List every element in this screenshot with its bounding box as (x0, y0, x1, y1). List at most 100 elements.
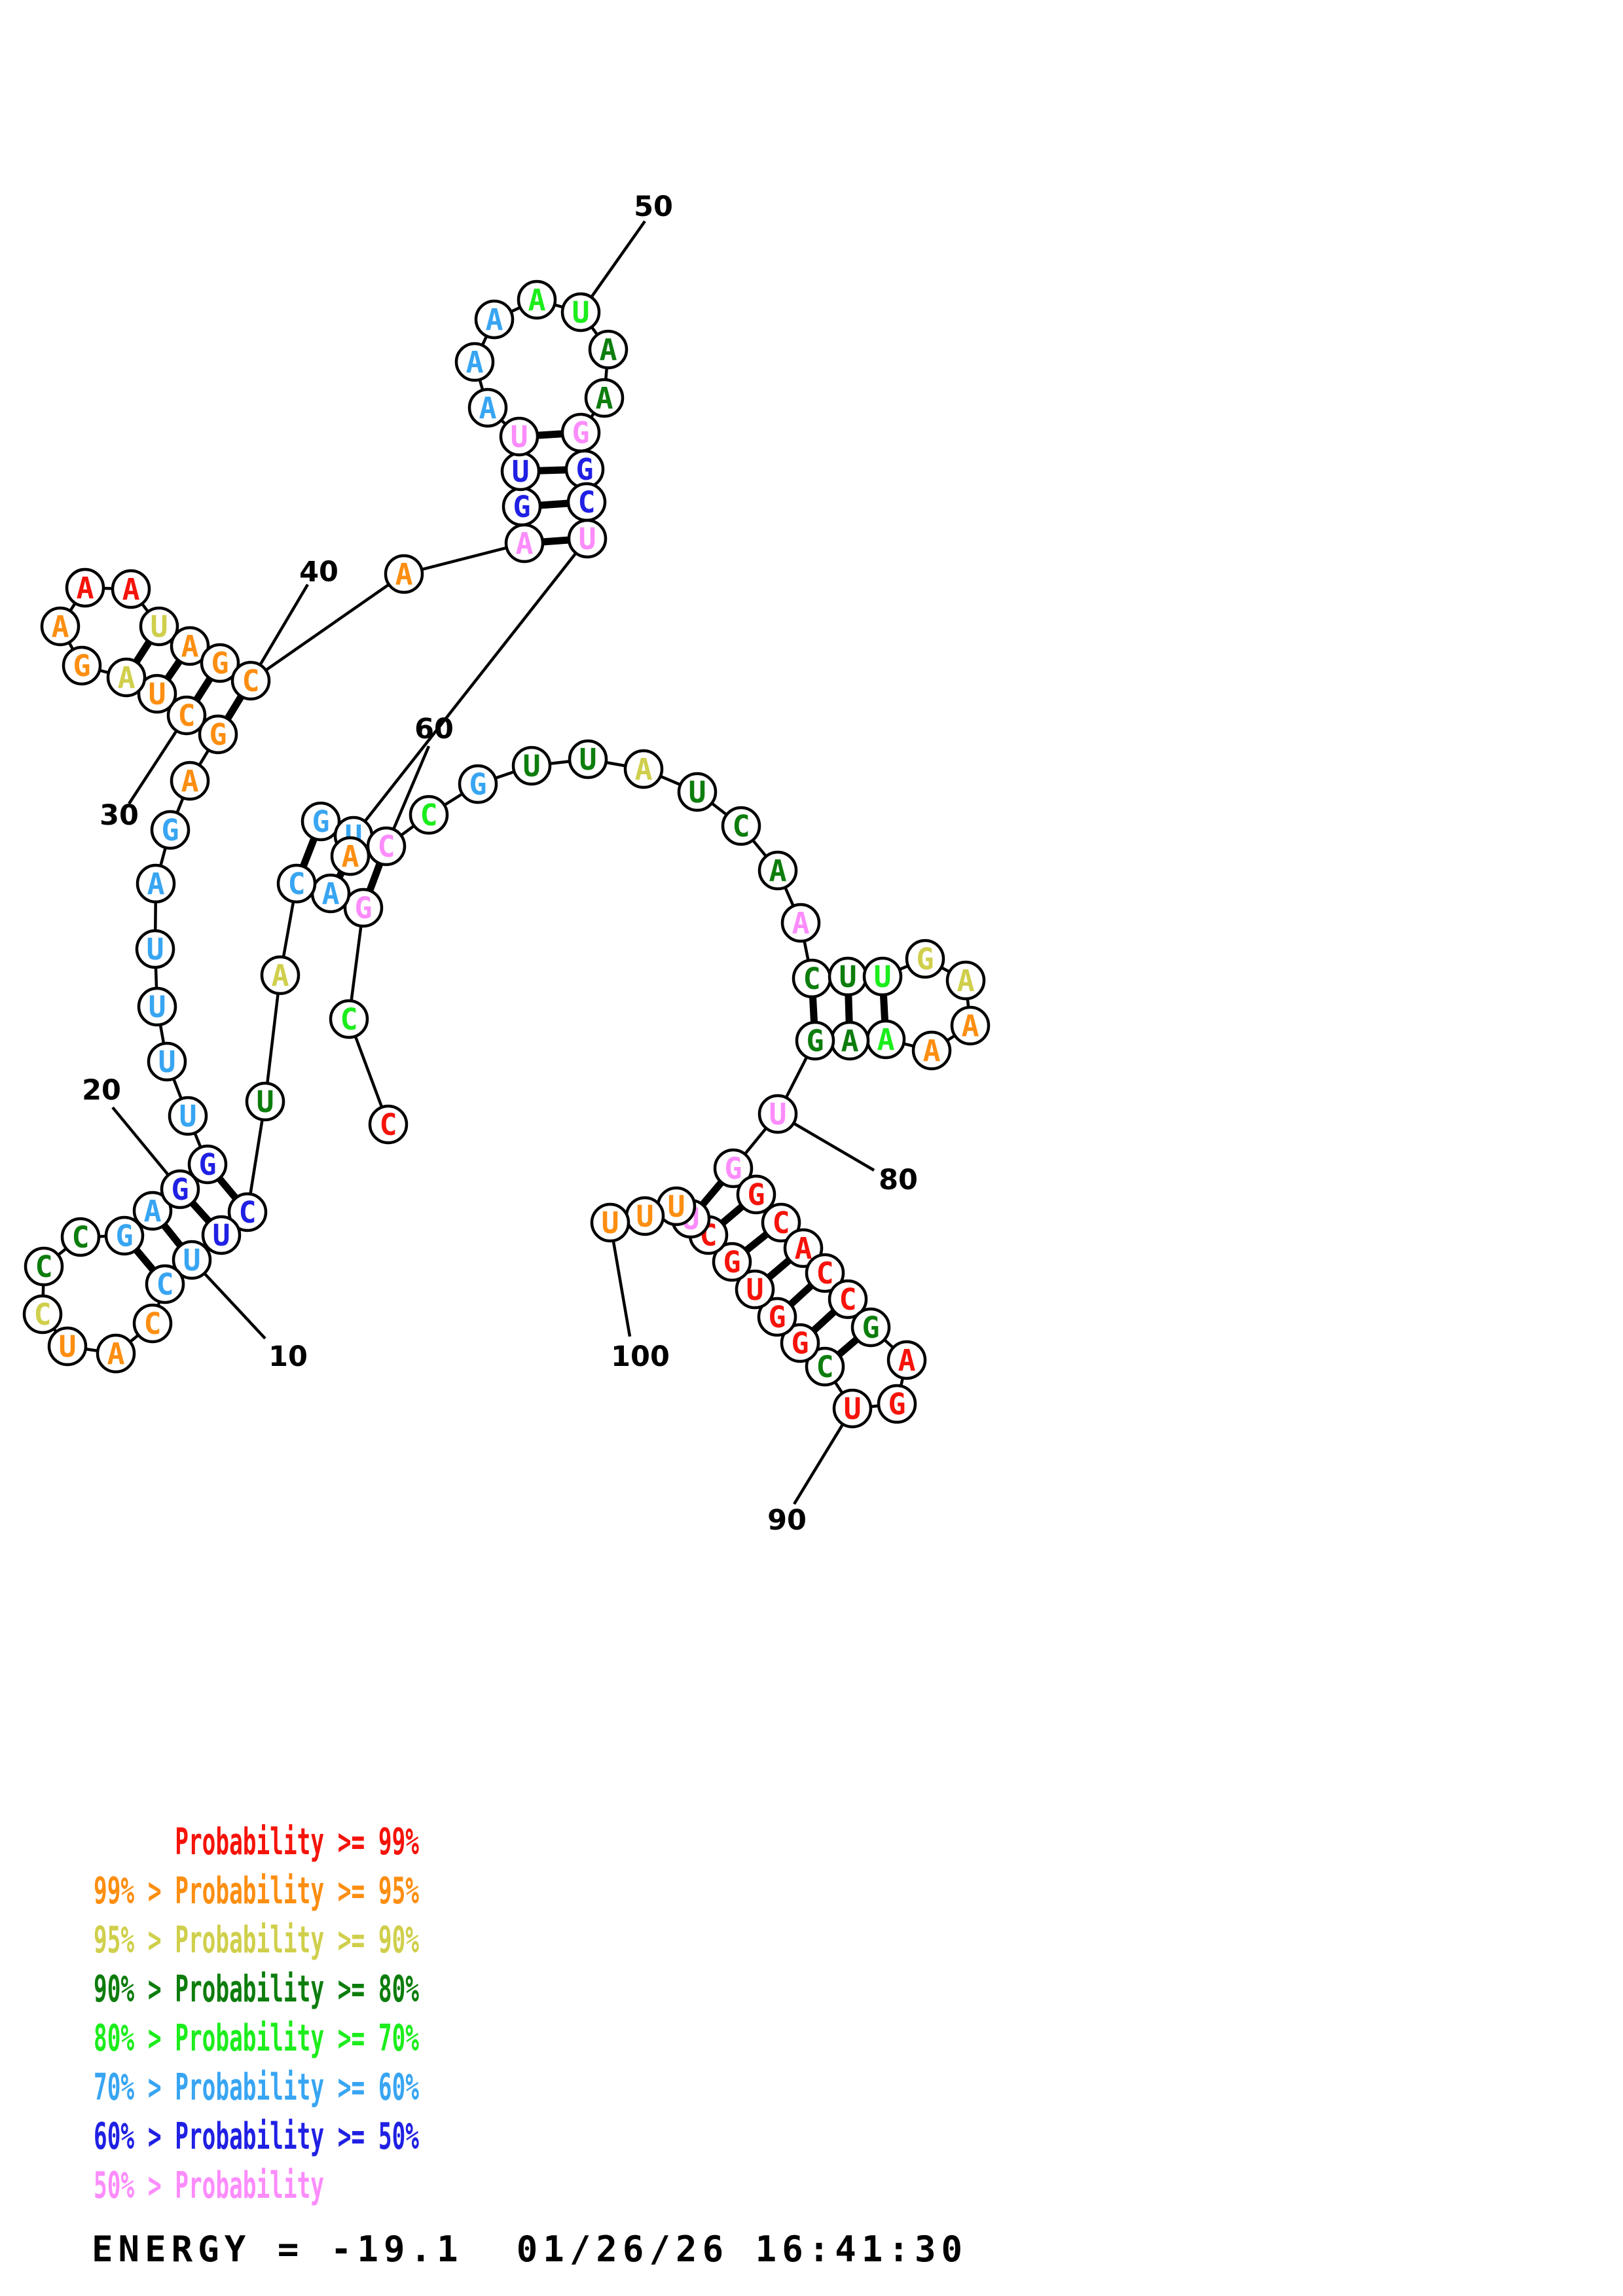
nucleotide-84-A: A (783, 1228, 824, 1268)
nucleotide-circle (761, 1202, 801, 1243)
nucleotide-base-letter: U (843, 1391, 861, 1426)
nucleotide-circle (757, 1297, 797, 1337)
nucleotide-11-C: C (145, 1264, 185, 1304)
nucleotide-base-letter: U (572, 295, 589, 330)
nucleotide-29-G: G (198, 714, 238, 755)
nucleotide-base-letter: G (115, 1219, 133, 1253)
nucleotide-61-C: C (409, 795, 449, 835)
nucleotide-circle (96, 1333, 136, 1374)
nucleotide-base-letter: C (772, 1206, 790, 1240)
nucleotide-circle (677, 772, 718, 812)
nucleotide-circle (911, 1030, 952, 1071)
nucleotide-circle (132, 1191, 173, 1231)
nucleotide-circle (368, 1104, 409, 1145)
nucleotide-circle (24, 1246, 64, 1287)
nucleotide-base-letter: A (117, 660, 135, 695)
nucleotide-circle (458, 764, 498, 804)
nucleotide-17-C: C (60, 1217, 101, 1257)
nucleotide-circle (712, 1242, 752, 1282)
nucleotide-circle (276, 863, 317, 904)
position-label-20: 20 (82, 1074, 121, 1107)
backbone-6 (263, 975, 282, 1102)
nucleotide-base-letter: U (183, 1243, 200, 1278)
nucleotide-circle (780, 903, 821, 943)
nucleotide-circle (62, 645, 102, 686)
nucleotide-circle (137, 673, 177, 714)
nucleotide-circle (409, 795, 449, 835)
nucleotide-circle (568, 739, 608, 780)
nucleotide-base-letter: A (395, 557, 412, 592)
nucleotide-circle (560, 292, 601, 332)
nucleotide-100-U: U (590, 1202, 630, 1243)
position-label-30: 30 (100, 799, 139, 832)
nucleotide-base-letter: U (578, 522, 596, 556)
nucleotide-base-letter: U (150, 609, 168, 644)
nucleotide-base-letter: G (171, 1172, 189, 1207)
nucleotide-93-G: G (757, 1297, 797, 1337)
nucleotide-circle (795, 1020, 835, 1061)
nucleotide-circle (135, 929, 175, 969)
nucleotide-25-U: U (135, 929, 175, 969)
nucleotide-2-C: C (329, 999, 369, 1039)
nucleotide-base-letter: U (839, 960, 856, 994)
nucleotide-40-C: C (230, 660, 271, 701)
nucleotide-circle (511, 745, 552, 786)
nucleotide-62-G: G (458, 764, 498, 804)
nucleotide-circle (132, 1303, 173, 1344)
nucleotide-52-A: A (584, 378, 625, 418)
nucleotide-base-letter: G (572, 416, 589, 450)
legend-row-4: 90% > Probability >= 80% (94, 1968, 419, 2011)
nucleotide-circle (137, 986, 177, 1027)
nucleotide-32-A: A (106, 657, 147, 698)
nucleotide-base-letter: A (147, 867, 164, 901)
nucleotide-base-letter: A (271, 958, 289, 993)
nucleotide-circle (517, 279, 557, 320)
nucleotide-26-A: A (136, 863, 176, 904)
nucleotide-95-G: G (712, 1242, 752, 1282)
nucleotide-circle (735, 1269, 775, 1310)
nucleotide-36-A: A (111, 569, 151, 609)
nucleotide-base-letter: U (256, 1085, 274, 1119)
nucleotide-69-A: A (780, 903, 821, 943)
nucleotide-base-letter: A (181, 629, 198, 664)
nucleotide-circle (757, 1094, 798, 1134)
nucleotide-70-C: C (792, 958, 832, 999)
nucleotide-circle (713, 1148, 754, 1189)
nucleotide-base-letter: U (769, 1097, 786, 1132)
nucleotide-43-G: G (501, 486, 542, 527)
nucleotide-98-U: U (656, 1186, 697, 1227)
nucleotide-91-C: C (805, 1346, 845, 1387)
nucleotide-base-letter: G (791, 1326, 809, 1361)
nucleotide-circle (757, 850, 798, 891)
nucleotide-4-A: A (310, 873, 351, 914)
nucleotide-base-letter: C (420, 798, 437, 833)
nucleotide-59-A: A (330, 836, 371, 876)
position-label-90: 90 (767, 1504, 807, 1537)
nucleotide-3-G: G (343, 888, 384, 928)
nucleotide-base-letter: A (792, 906, 809, 941)
nucleotide-base-letter: U (212, 1218, 230, 1253)
nucleotide-base-letter: U (688, 775, 706, 810)
nucleotide-base-letter: C (35, 1249, 52, 1284)
nucleotide-base-letter: U (522, 749, 540, 783)
nucleotide-33-G: G (62, 645, 102, 686)
nucleotide-53-G: G (560, 412, 601, 453)
nucleotide-80-U: U (757, 1094, 798, 1134)
nucleotide-base-letter: U (58, 1329, 76, 1364)
nucleotide-base-letter: G (354, 891, 372, 925)
nucleotide-5-C: C (276, 863, 317, 904)
nucleotide-circle (150, 810, 191, 850)
nucleotide-base-letter: A (528, 283, 545, 317)
nucleotide-15-C: C (22, 1294, 63, 1335)
nucleotide-base-letter: A (122, 572, 139, 607)
nucleotide-base-letter: C (732, 809, 750, 844)
nucleotide-27-G: G (150, 810, 191, 850)
nucleotide-base-letter: U (158, 1045, 175, 1079)
nucleotide-8-C: C (227, 1192, 268, 1232)
nucleotide-7-U: U (245, 1081, 285, 1122)
nucleotide-45-U: U (499, 416, 539, 457)
nucleotide-base-letter: U (148, 677, 166, 711)
nucleotide-circle (384, 554, 424, 594)
